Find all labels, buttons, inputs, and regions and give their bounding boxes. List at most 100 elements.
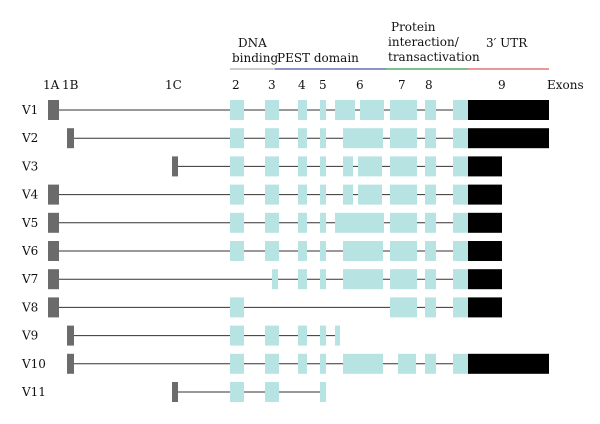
first-exon-1a — [48, 269, 59, 290]
exon-block — [230, 156, 244, 177]
protein-label-1: Protein — [391, 20, 436, 34]
exon-block — [230, 241, 244, 261]
exon-block — [230, 100, 244, 120]
exon-block — [320, 325, 326, 346]
variant-row-v11: V11 — [21, 382, 326, 402]
variant-label: V8 — [21, 300, 38, 314]
exon-block — [265, 128, 279, 149]
variant-rows: V1 V2 V3 V4 V5 V6 V7 V8 V9 V10 V11 — [21, 100, 549, 402]
exon-block — [320, 269, 326, 290]
exon-header-5: 5 — [319, 78, 327, 92]
exon-block — [230, 184, 244, 205]
exon-header-9: 9 — [498, 78, 506, 92]
exon-block — [390, 156, 417, 177]
first-exon-1b — [67, 353, 74, 374]
exon-block — [320, 156, 326, 177]
exon-block — [265, 353, 279, 374]
exon-header-8: 8 — [425, 78, 433, 92]
exon-block — [335, 212, 384, 233]
variant-row-v6: V6 — [21, 241, 502, 261]
exon-block — [320, 212, 326, 233]
exon-block — [398, 353, 416, 374]
exon-block — [298, 128, 307, 149]
exon-block — [390, 128, 417, 149]
exon-block — [425, 241, 436, 261]
variant-row-v7: V7 — [21, 269, 502, 290]
exon-block — [390, 100, 417, 120]
exon-block — [230, 297, 244, 318]
variant-label: V6 — [21, 244, 38, 258]
exon-block — [298, 184, 307, 205]
first-exon-1a — [48, 241, 59, 261]
exon-header-6: 6 — [356, 78, 364, 92]
utr-label: 3′ UTR — [486, 36, 528, 50]
variant-label: V10 — [21, 357, 46, 371]
exon-block — [425, 100, 436, 120]
utr-block — [468, 353, 549, 374]
exon-block — [425, 156, 436, 177]
utr-block — [468, 269, 502, 290]
variant-row-v2: V2 — [21, 128, 549, 149]
exon-block — [358, 156, 382, 177]
exon-block — [298, 156, 307, 177]
protein-label-2: interaction/ — [388, 35, 460, 49]
first-exon-1a — [48, 184, 59, 205]
exon-block — [298, 269, 307, 290]
exon-block — [272, 269, 278, 290]
variant-row-v4: V4 — [21, 184, 502, 205]
utr-block — [468, 241, 502, 261]
first-exon-1a — [48, 100, 59, 120]
exon-header-3: 3 — [268, 78, 276, 92]
exon-header-4: 4 — [298, 78, 306, 92]
exon-block — [320, 184, 326, 205]
variant-label: V4 — [21, 188, 39, 202]
variant-row-v9: V9 — [21, 325, 340, 346]
exon-block — [265, 184, 279, 205]
exon-block — [298, 212, 307, 233]
exon-block — [265, 382, 279, 402]
exon-block — [320, 100, 326, 120]
exon-header-1a: 1A — [43, 78, 60, 92]
exon-block — [320, 382, 326, 402]
variant-label: V5 — [21, 216, 38, 230]
exon-block — [425, 353, 436, 374]
exon-block — [265, 156, 279, 177]
variant-row-v3: V3 — [21, 156, 502, 177]
exon-block — [358, 184, 382, 205]
exon-block — [453, 128, 468, 149]
exon-block — [390, 297, 417, 318]
exon-block — [265, 100, 279, 120]
first-exon-1a — [48, 297, 59, 318]
exon-block — [390, 241, 417, 261]
exon-block — [425, 269, 436, 290]
first-exon-1b — [67, 128, 74, 149]
exon-block — [343, 184, 353, 205]
exon-block — [453, 100, 468, 120]
exon-block — [425, 297, 436, 318]
variant-row-v5: V5 — [21, 212, 502, 233]
exon-block — [343, 241, 383, 261]
exon-header-7: 7 — [398, 78, 406, 92]
variant-label: V2 — [21, 131, 38, 145]
exon-block — [230, 382, 244, 402]
exon-block — [230, 212, 244, 233]
variant-row-v8: V8 — [21, 297, 502, 318]
first-exon-1c — [172, 382, 178, 402]
exon-block — [425, 212, 436, 233]
exon-block — [343, 353, 383, 374]
exon-block — [335, 100, 355, 120]
exon-block — [335, 325, 340, 346]
pest-domain-label: PEST domain — [277, 51, 359, 65]
variant-label: V9 — [21, 329, 38, 343]
exon-header-2: 2 — [232, 78, 240, 92]
utr-block — [468, 156, 502, 177]
exon-block — [298, 241, 307, 261]
first-exon-1a — [48, 212, 59, 233]
variant-label: V11 — [21, 385, 46, 399]
utr-block — [468, 100, 549, 120]
exon-block — [453, 241, 468, 261]
exon-block — [425, 184, 436, 205]
exon-block — [453, 212, 468, 233]
exon-block — [265, 212, 279, 233]
